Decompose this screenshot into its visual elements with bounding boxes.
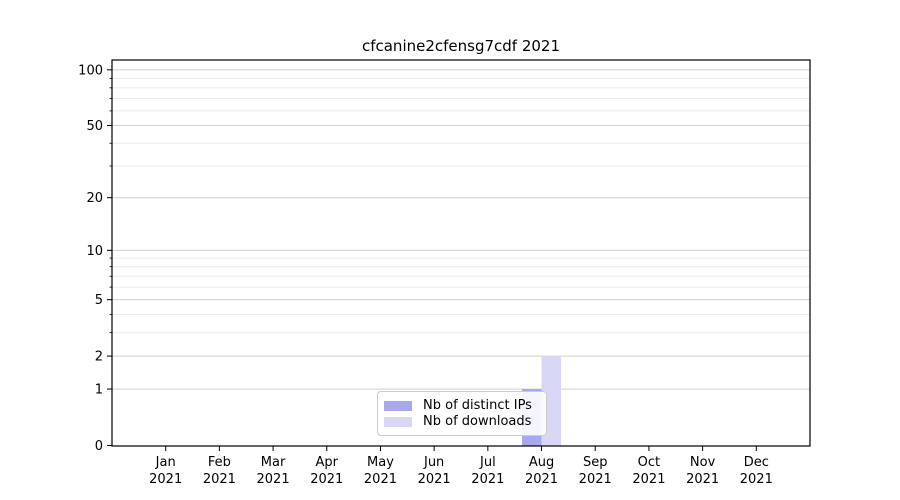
y-tick-label: 50 [86,119,103,134]
x-tick-label: Jun 2021 [418,455,451,487]
y-tick-label: 100 [78,63,103,78]
x-tick-label: Dec 2021 [740,455,773,487]
legend-label-distinct-ips: Nb of distinct IPs [423,398,532,413]
legend-label-downloads: Nb of downloads [423,414,532,429]
x-tick-label: Feb 2021 [203,455,236,487]
y-tick-label: 20 [86,191,103,206]
y-tick-label: 0 [95,439,103,454]
x-tick-label: Mar 2021 [257,455,290,487]
legend-entry-downloads: Nb of downloads [384,414,538,429]
x-tick-label: Aug 2021 [525,455,558,487]
x-tick-label: Sep 2021 [579,455,612,487]
plot-border [111,59,811,447]
x-tick-label: Apr 2021 [310,455,343,487]
y-tick-label: 2 [95,350,103,365]
x-tick-label: Jan 2021 [149,455,182,487]
legend-swatch-distinct-ips [384,400,412,411]
x-tick-label: Jul 2021 [471,455,504,487]
y-tick-label: 5 [95,293,103,308]
legend-swatch-downloads [384,416,412,427]
x-tick-label: Oct 2021 [632,455,665,487]
legend-entry-distinct-ips: Nb of distinct IPs [384,398,538,413]
x-tick-label: May 2021 [364,455,397,487]
x-tick-label: Nov 2021 [686,455,719,487]
legend: Nb of distinct IPs Nb of downloads [377,391,547,436]
y-tick-label: 1 [95,383,103,398]
chart-title: cfcanine2cfensg7cdf 2021 [361,37,561,55]
y-tick-label: 10 [86,244,103,259]
